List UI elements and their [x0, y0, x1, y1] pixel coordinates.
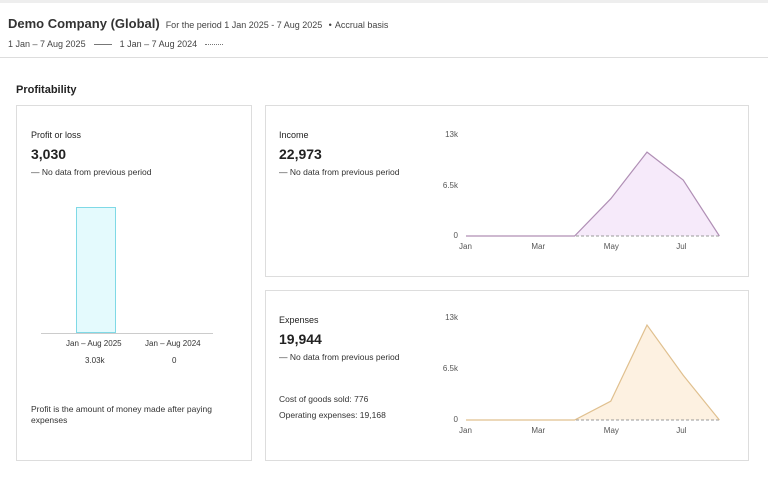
- income-value: 22,973: [279, 146, 322, 162]
- y-tick-label: 6.5k: [442, 180, 458, 190]
- x-tick-label: Mar: [531, 242, 546, 251]
- expenses-area: [466, 325, 720, 420]
- section-title: Profitability: [16, 84, 77, 96]
- x-tick-label: Mar: [531, 426, 546, 435]
- y-tick-label: 13k: [445, 130, 458, 139]
- opex: Operating expenses: 19,168: [279, 410, 386, 420]
- legend-dotted-line: [205, 43, 224, 45]
- x-tick-label: May: [603, 242, 619, 251]
- legend-solid-line: [93, 43, 112, 45]
- expenses-line[interactable]: [466, 323, 720, 421]
- profit-footnote: Profit is the amount of money made after…: [31, 404, 212, 425]
- y-tick-label: 13k: [445, 313, 458, 322]
- profit-value: 3,030: [31, 146, 67, 162]
- income-area: [466, 152, 720, 236]
- bar-baseline: [41, 333, 213, 334]
- legend-current: 1 Jan – 7 Aug 2025: [8, 39, 86, 49]
- legend-previous: 1 Jan – 7 Aug 2024: [119, 39, 198, 49]
- bar-2025[interactable]: [76, 207, 116, 333]
- income-line[interactable]: [466, 151, 720, 237]
- y-tick-label: 0: [453, 231, 458, 240]
- bar-label: Jan – Aug 2024: [145, 339, 201, 348]
- y-tick-label: 0: [453, 415, 458, 424]
- period: For the period 1 Jan 2025 - 7 Aug 2025: [165, 20, 323, 30]
- company-name: Demo Company (Global): [8, 16, 160, 31]
- bar-value: 3.03k: [85, 356, 105, 365]
- x-tick-label: Jul: [676, 242, 687, 251]
- expenses-title: Expenses: [279, 315, 319, 325]
- profit-title: Profit or loss: [31, 130, 82, 140]
- y-tick-label: 6.5k: [442, 364, 458, 373]
- x-tick-label: Jul: [676, 426, 687, 435]
- x-tick-label: Jan: [459, 426, 472, 435]
- expenses-value: 19,944: [279, 331, 322, 347]
- report-header: Demo Company (Global) For the period 1 Ja…: [0, 0, 768, 58]
- expenses-compare: No data from previous period: [289, 352, 400, 362]
- bullet: •: [328, 20, 332, 30]
- profit-card[interactable]: Profit or loss 3,030 — No data from prev…: [16, 105, 252, 461]
- x-tick-label: May: [603, 426, 619, 435]
- x-tick-label: Jan: [459, 242, 472, 251]
- basis: Accrual basis: [334, 20, 389, 30]
- bar-label: Jan – Aug 2025: [66, 339, 122, 348]
- income-title: Income: [279, 130, 309, 140]
- profit-compare: No data from previous period: [41, 167, 152, 177]
- income-compare: No data from previous period: [289, 167, 400, 177]
- bar-value: 0: [172, 356, 177, 365]
- cogs: Cost of goods sold: 776: [279, 394, 369, 404]
